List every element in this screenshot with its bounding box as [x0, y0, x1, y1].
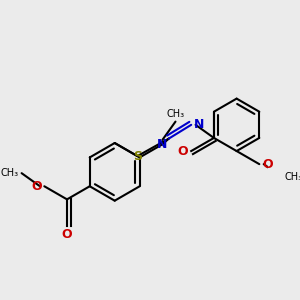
Text: CH₃: CH₃ — [285, 172, 300, 182]
Text: O: O — [31, 180, 42, 193]
Text: N: N — [157, 138, 168, 151]
Text: N: N — [194, 118, 204, 131]
Text: O: O — [62, 228, 72, 241]
Text: O: O — [177, 145, 188, 158]
Text: S: S — [133, 150, 142, 163]
Text: O: O — [262, 158, 273, 171]
Text: CH₃: CH₃ — [1, 168, 19, 178]
Text: CH₃: CH₃ — [167, 109, 184, 119]
